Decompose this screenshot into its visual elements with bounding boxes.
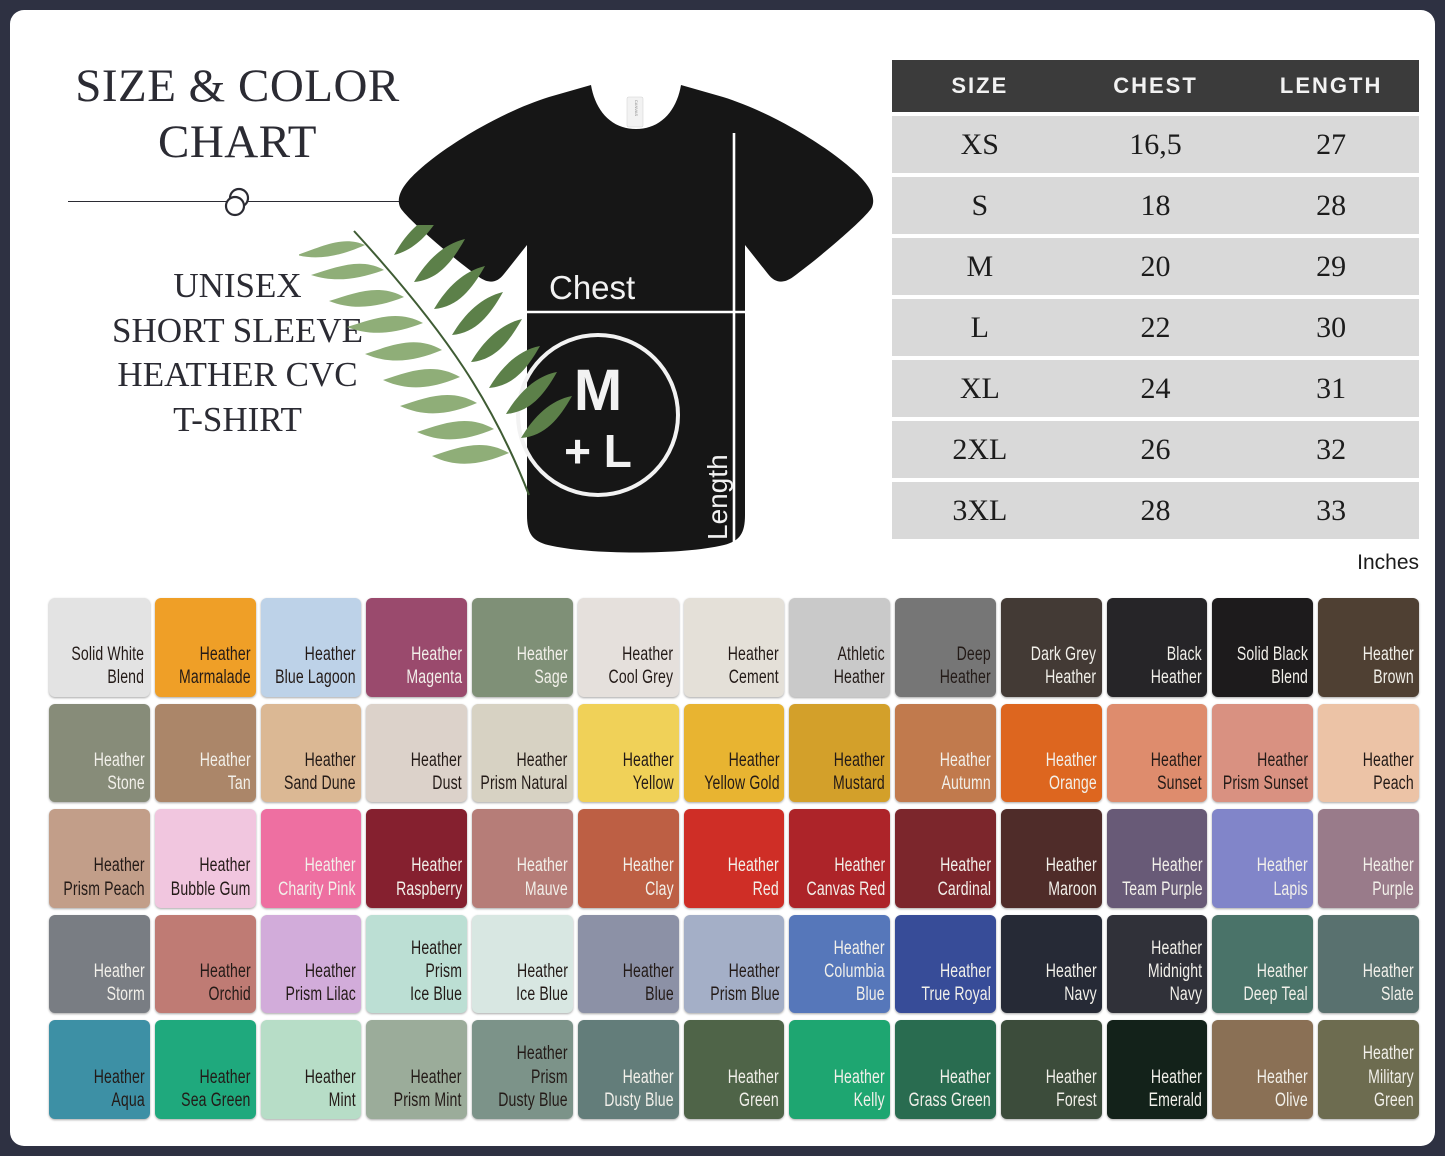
svg-text:CANVAS: CANVAS <box>634 100 639 116</box>
svg-text:Length: Length <box>702 454 733 540</box>
